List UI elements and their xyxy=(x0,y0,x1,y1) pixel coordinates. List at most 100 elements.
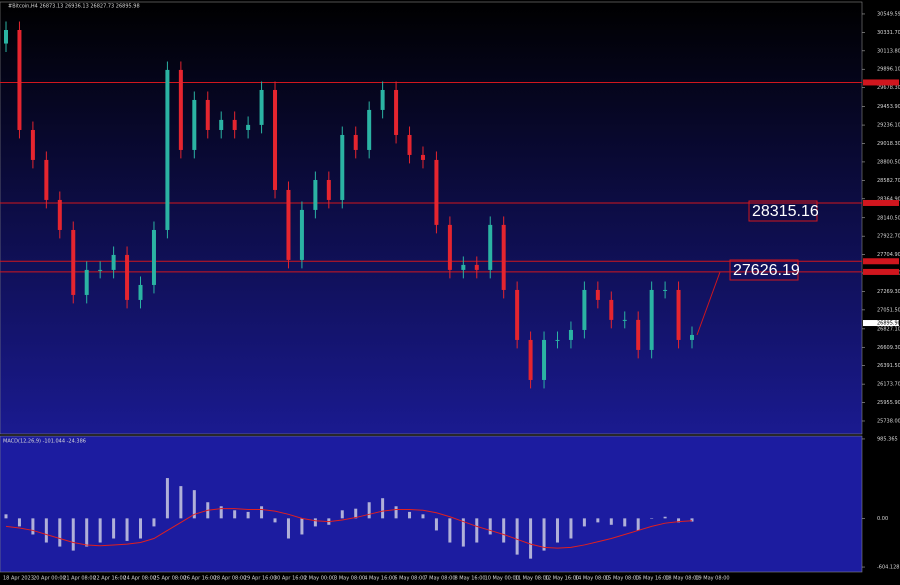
y-tick-label: 29236.10 xyxy=(877,123,900,129)
x-tick-label: 20 Apr 00:00 xyxy=(33,576,66,582)
macd-bar xyxy=(515,518,519,555)
candle-body xyxy=(273,89,278,190)
macd-bar xyxy=(475,518,479,543)
chart-title: #Bitcoin,H4 26873.13 26936.13 26827.73 2… xyxy=(8,4,140,10)
candle-body xyxy=(286,189,291,260)
candle-body xyxy=(636,319,641,350)
candle-body xyxy=(488,224,493,270)
macd-bar xyxy=(529,518,533,559)
macd-bar xyxy=(636,518,640,531)
x-tick-label: 11 May 08:00 xyxy=(515,576,549,582)
macd-bar xyxy=(233,510,237,519)
y-tick-label: 29896.10 xyxy=(877,67,900,73)
macd-bar xyxy=(152,518,156,527)
x-tick-label: 19 May 08:00 xyxy=(695,576,729,582)
macd-bar xyxy=(112,518,116,539)
macd-bar xyxy=(165,478,169,519)
x-tick-label: 15 May 08:00 xyxy=(605,576,639,582)
candle-body xyxy=(30,129,35,160)
candle-body xyxy=(622,319,627,321)
macd-bar xyxy=(394,506,398,519)
x-tick-label: 2 May 00:00 xyxy=(304,576,335,582)
y-tick-label: 27922.70 xyxy=(877,234,900,240)
macd-bar xyxy=(582,518,586,527)
macd-bar xyxy=(31,518,35,535)
x-tick-label: 4 May 16:00 xyxy=(364,576,395,582)
macd-bar xyxy=(44,518,48,543)
candle-body xyxy=(138,284,143,300)
candle-body xyxy=(447,224,452,270)
candle-body xyxy=(125,254,130,300)
candle-body xyxy=(542,339,547,380)
macd-bar xyxy=(286,518,290,539)
macd-bar xyxy=(273,518,277,523)
x-tick-label: 12 May 16:00 xyxy=(545,576,579,582)
macd-bar xyxy=(354,508,358,519)
macd-bar xyxy=(542,518,546,551)
y-tick-label: 30549.59 xyxy=(877,11,900,17)
macd-bar xyxy=(17,518,21,527)
level-annotation-box xyxy=(729,259,799,281)
level-axis-box xyxy=(863,258,899,265)
x-tick-label: 3 May 08:00 xyxy=(334,576,365,582)
y-tick-label: 25955.90 xyxy=(877,400,900,406)
macd-bar xyxy=(623,518,627,527)
candle-body xyxy=(528,339,533,380)
y-tick-label: 29018.30 xyxy=(877,141,900,147)
candle-body xyxy=(407,134,412,155)
macd-label: MACD(12,26,9) -101.044 -24.386 xyxy=(3,439,86,445)
y-tick-label: 28140.50 xyxy=(877,215,900,221)
candle-body xyxy=(111,254,116,270)
x-tick-label: 25 Apr 08:00 xyxy=(154,576,187,582)
y-tick-label: 28800.50 xyxy=(877,159,900,165)
price-pane xyxy=(0,1,863,435)
x-tick-label: 26 Apr 16:00 xyxy=(184,576,217,582)
candle-body xyxy=(434,159,439,225)
candle-body xyxy=(555,339,560,341)
candle-body xyxy=(461,264,466,270)
candle-body xyxy=(178,69,183,150)
level-annotation: 28315.16 xyxy=(752,203,819,220)
macd-bar xyxy=(300,518,304,535)
y-tick-label: 985.365 xyxy=(877,436,898,442)
candle-body xyxy=(299,209,304,260)
macd-bar xyxy=(260,506,264,519)
macd-bar xyxy=(192,490,196,519)
candle-body xyxy=(340,134,345,200)
candle-body xyxy=(246,124,251,130)
x-tick-label: 28 Apr 08:00 xyxy=(214,576,247,582)
macd-bar xyxy=(219,506,223,519)
candle-body xyxy=(44,159,49,200)
candle-body xyxy=(232,119,237,130)
macd-bar xyxy=(313,518,317,527)
macd-bar xyxy=(609,518,613,525)
macd-bar xyxy=(663,516,667,519)
candle-body xyxy=(192,99,197,150)
candle-body xyxy=(353,134,358,150)
macd-bar xyxy=(246,511,250,519)
macd-bar xyxy=(179,486,183,519)
candle-body xyxy=(57,199,62,230)
macd-bar xyxy=(125,518,129,541)
candle-body xyxy=(259,89,264,125)
candle-body xyxy=(326,179,331,200)
x-tick-label: 16 May 16:00 xyxy=(635,576,669,582)
candle-body xyxy=(595,289,600,300)
x-tick-label: 14 May 08:00 xyxy=(575,576,609,582)
candle-body xyxy=(420,154,425,160)
y-tick-label: 30331.70 xyxy=(877,30,900,36)
x-tick-label: 10 May 00:00 xyxy=(485,576,519,582)
candle-body xyxy=(474,264,479,270)
macd-bar xyxy=(408,511,412,519)
macd-bar xyxy=(434,518,438,531)
y-tick-label: 26391.50 xyxy=(877,363,900,369)
y-tick-label: 30113.80 xyxy=(877,48,900,54)
candle-body xyxy=(609,299,614,320)
macd-bar xyxy=(448,518,452,543)
macd-bar xyxy=(569,518,573,539)
x-tick-label: 22 Apr 16:00 xyxy=(93,576,126,582)
macd-bar xyxy=(461,518,465,547)
candle-body xyxy=(205,99,210,130)
candle-body xyxy=(515,289,520,340)
